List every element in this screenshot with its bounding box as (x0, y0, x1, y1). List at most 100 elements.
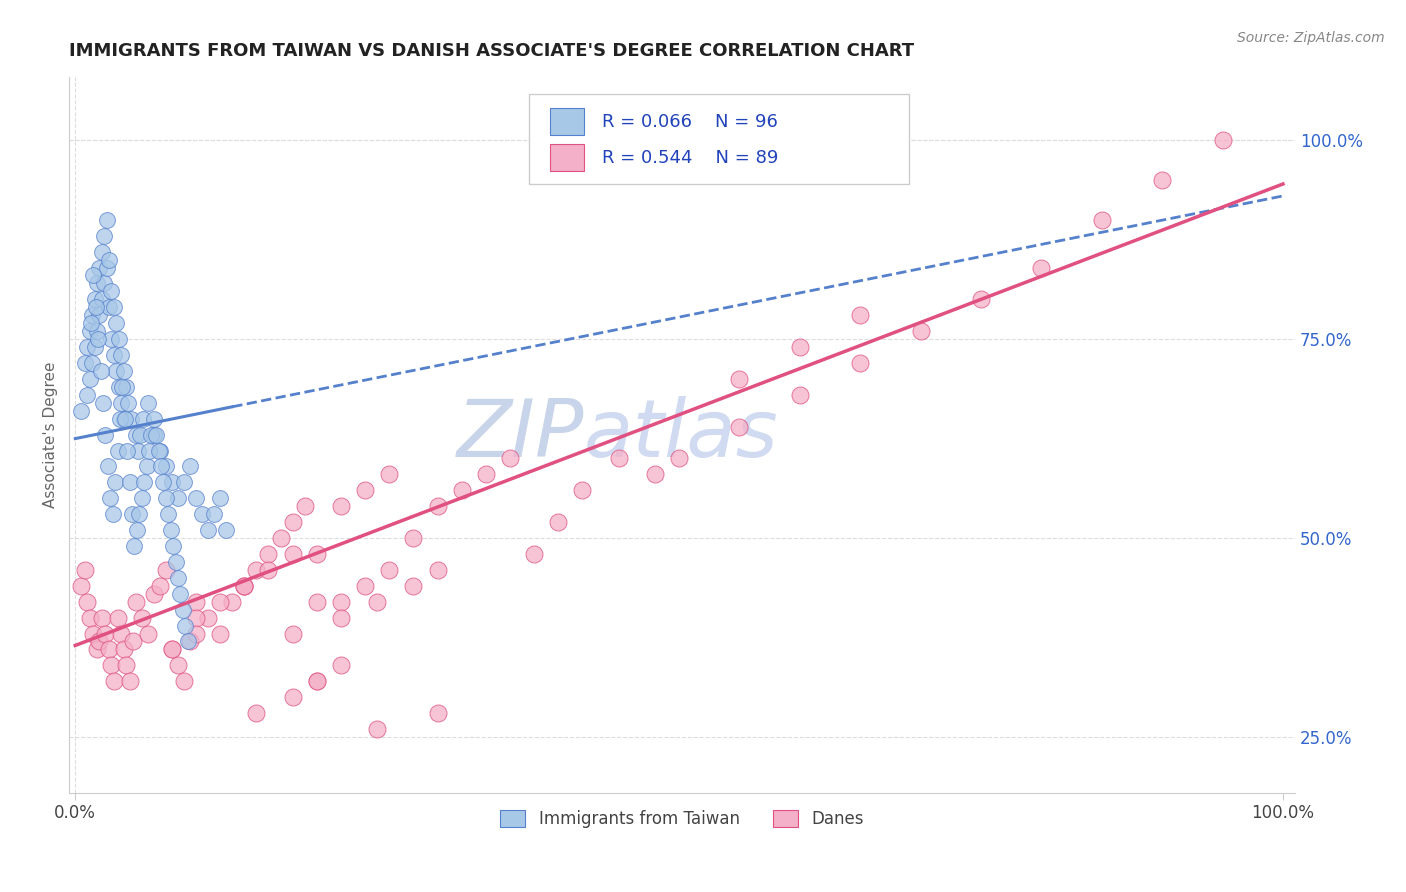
Point (76, 340, 98, 354)
Point (89, 308, 111, 322)
Point (128, 507, 150, 521)
Point (167, 571, 190, 585)
Point (83, 293, 105, 307)
Text: ZIP: ZIP (457, 396, 583, 474)
Point (157, 507, 180, 521)
Point (245, 706, 267, 720)
Point (89, 634, 111, 648)
Point (100, 285, 122, 299)
Point (142, 411, 165, 425)
Point (849, 356, 872, 370)
Point (142, 427, 165, 442)
Point (281, 626, 304, 640)
Point (366, 722, 388, 736)
Point (1091, 212, 1114, 227)
Point (165, 555, 187, 569)
Point (120, 411, 142, 425)
Point (330, 610, 353, 624)
Point (82, 268, 104, 283)
Point (148, 443, 170, 458)
Point (112, 642, 135, 657)
Text: IMMIGRANTS FROM TAIWAN VS DANISH ASSOCIATE'S DEGREE CORRELATION CHART: IMMIGRANTS FROM TAIWAN VS DANISH ASSOCIA… (69, 42, 914, 60)
Point (86, 324, 108, 338)
Point (90, 244, 112, 259)
Point (426, 563, 449, 577)
Point (366, 595, 388, 609)
Point (105, 364, 128, 378)
Point (1031, 260, 1053, 275)
Point (118, 674, 141, 689)
Point (728, 372, 751, 386)
Point (221, 595, 243, 609)
Point (162, 539, 184, 553)
Point (209, 595, 232, 609)
Point (70, 403, 93, 417)
Point (98, 491, 121, 506)
Point (93, 228, 115, 243)
Point (378, 467, 401, 482)
Point (124, 595, 146, 609)
FancyBboxPatch shape (529, 95, 908, 184)
Bar (550, 108, 583, 136)
Point (101, 507, 124, 521)
Point (136, 626, 159, 640)
Point (87, 332, 110, 346)
Point (115, 380, 138, 394)
Point (184, 610, 207, 624)
Point (160, 475, 183, 490)
Point (233, 579, 256, 593)
Point (117, 396, 139, 410)
Point (160, 642, 183, 657)
Point (110, 396, 132, 410)
Point (215, 523, 238, 537)
Point (197, 523, 219, 537)
Point (132, 475, 155, 490)
Point (176, 634, 198, 648)
Point (173, 674, 195, 689)
Point (402, 579, 425, 593)
Point (910, 324, 932, 338)
Point (789, 340, 811, 354)
Point (607, 451, 630, 466)
Point (169, 587, 191, 601)
Point (571, 483, 593, 498)
Point (281, 515, 304, 529)
Point (115, 443, 138, 458)
Point (70, 579, 93, 593)
Bar (550, 144, 583, 171)
Text: R = 0.544    N = 89: R = 0.544 N = 89 (602, 148, 779, 167)
Point (167, 491, 190, 506)
Point (142, 587, 165, 601)
Text: Source: ZipAtlas.com: Source: ZipAtlas.com (1237, 31, 1385, 45)
Point (79, 610, 101, 624)
Point (91, 396, 114, 410)
Point (82, 626, 104, 640)
Point (76, 388, 98, 402)
Point (172, 602, 194, 616)
Point (202, 507, 225, 521)
Point (114, 411, 136, 425)
Point (330, 658, 353, 673)
Point (83, 340, 105, 354)
Point (789, 388, 811, 402)
Point (127, 443, 149, 458)
Point (173, 475, 195, 490)
Point (94, 626, 117, 640)
Point (270, 531, 292, 545)
Point (233, 579, 256, 593)
Point (499, 451, 522, 466)
Point (82, 308, 104, 322)
Point (84, 301, 107, 315)
Point (135, 459, 157, 474)
Point (145, 427, 167, 442)
Point (523, 547, 546, 561)
Point (90, 364, 112, 378)
Point (132, 411, 155, 425)
Point (73, 563, 96, 577)
Point (150, 459, 173, 474)
Point (79, 372, 101, 386)
Point (131, 491, 153, 506)
Point (96, 212, 118, 227)
Point (80, 316, 103, 330)
Point (1152, 173, 1174, 187)
